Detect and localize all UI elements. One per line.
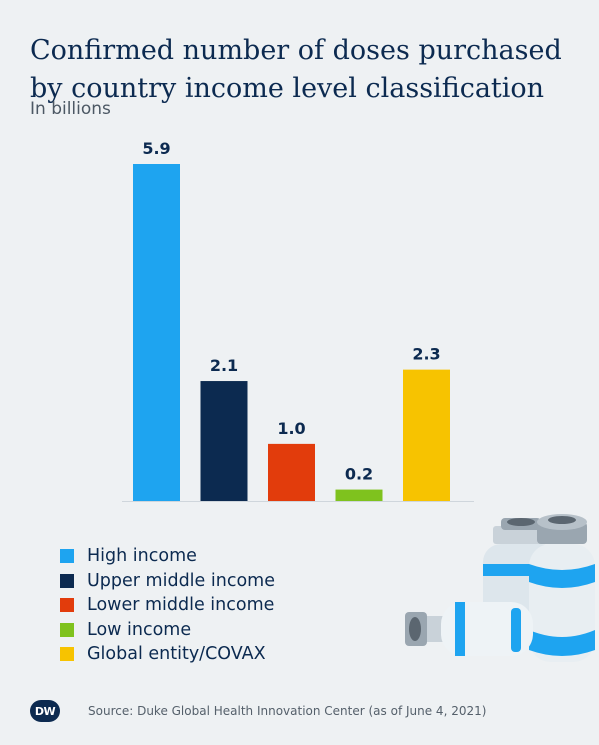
bar-global-entity-covax [403, 369, 450, 501]
legend-label-upper-middle-income: Upper middle income [87, 570, 275, 591]
legend-item-upper-middle-income: Upper middle income [60, 569, 275, 594]
vaccine-vials-illustration [405, 514, 595, 662]
chart-title: Confirmed number of doses purchased by c… [30, 32, 580, 108]
legend-swatch-lower-middle-income [60, 598, 74, 613]
legend-label-lower-middle-income: Lower middle income [87, 595, 275, 616]
data-label-low-income: 0.2 [345, 465, 373, 484]
legend-item-low-income: Low income [60, 618, 275, 643]
legend-swatch-high-income [60, 549, 74, 564]
legend-swatch-global-entity-covax [60, 647, 74, 662]
chart-title-line-1: Confirmed number of doses purchased [30, 35, 562, 67]
legend-item-global-entity-covax: Global entity/COVAX [60, 642, 275, 667]
bar-upper-middle-income [200, 381, 248, 501]
bar-chart: 5.9 2.1 1.0 0.2 2.3 [122, 139, 474, 502]
chart-footer: DW Source: Duke Global Health Innovation… [30, 700, 486, 722]
legend-item-lower-middle-income: Lower middle income [60, 593, 275, 618]
data-label-upper-middle-income: 2.1 [210, 356, 238, 375]
dw-logo: DW [30, 700, 60, 722]
data-label-global-entity-covax: 2.3 [412, 345, 440, 364]
chart-title-line-2: by country income level classification [30, 73, 545, 105]
vial-front-icon [529, 514, 595, 662]
legend-swatch-upper-middle-income [60, 573, 74, 588]
chart-subtitle: In billions [30, 99, 111, 119]
legend-label-global-entity-covax: Global entity/COVAX [87, 644, 266, 665]
chart-legend: High income Upper middle income Lower mi… [60, 544, 275, 667]
bar-lower-middle-income [268, 443, 315, 501]
legend-swatch-low-income [60, 622, 74, 637]
data-label-high-income: 5.9 [142, 139, 170, 158]
legend-label-low-income: Low income [87, 619, 192, 640]
source-note: Source: Duke Global Health Innovation Ce… [88, 704, 487, 718]
bar-high-income [133, 164, 180, 501]
legend-label-high-income: High income [87, 546, 197, 567]
legend-item-high-income: High income [60, 544, 275, 569]
data-label-lower-middle-income: 1.0 [277, 419, 305, 438]
vial-lying-icon [405, 602, 533, 656]
bar-low-income [335, 489, 383, 501]
